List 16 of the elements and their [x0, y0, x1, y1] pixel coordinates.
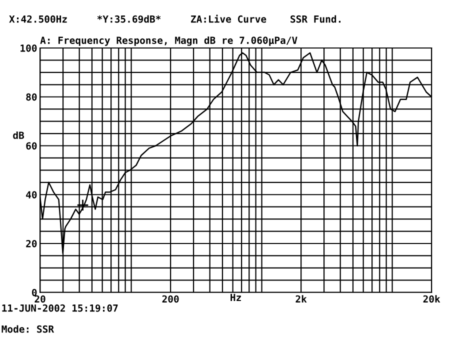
chart-subtitle: X:42.500Hz *Y:35.69dB* ZA:Live Curve SSR Fund.: [9, 14, 340, 23]
y-axis-title: dB: [13, 131, 24, 139]
text: 11-JUN-2002 15:19:07: [2, 304, 118, 312]
y-tick-label: 80: [26, 93, 37, 101]
chart-title: A: Frequency Response, Magn dB re 7.060μPa/V: [40, 36, 298, 46]
x-tick-label: 2k: [296, 295, 307, 303]
text: Mode: SSR: [2, 325, 54, 333]
y-tick-label: 0: [32, 288, 37, 296]
y-tick-label: 20: [26, 240, 37, 248]
x-tick-label: 20: [34, 295, 46, 303]
x-axis-title: Hz: [230, 294, 241, 301]
x-tick-label: 200: [162, 295, 179, 303]
y-tick-label: 100: [20, 44, 37, 52]
y-tick-label: 60: [26, 142, 37, 150]
y-tick-label: 40: [26, 191, 37, 198]
x-tick-label: 20k: [423, 295, 440, 303]
